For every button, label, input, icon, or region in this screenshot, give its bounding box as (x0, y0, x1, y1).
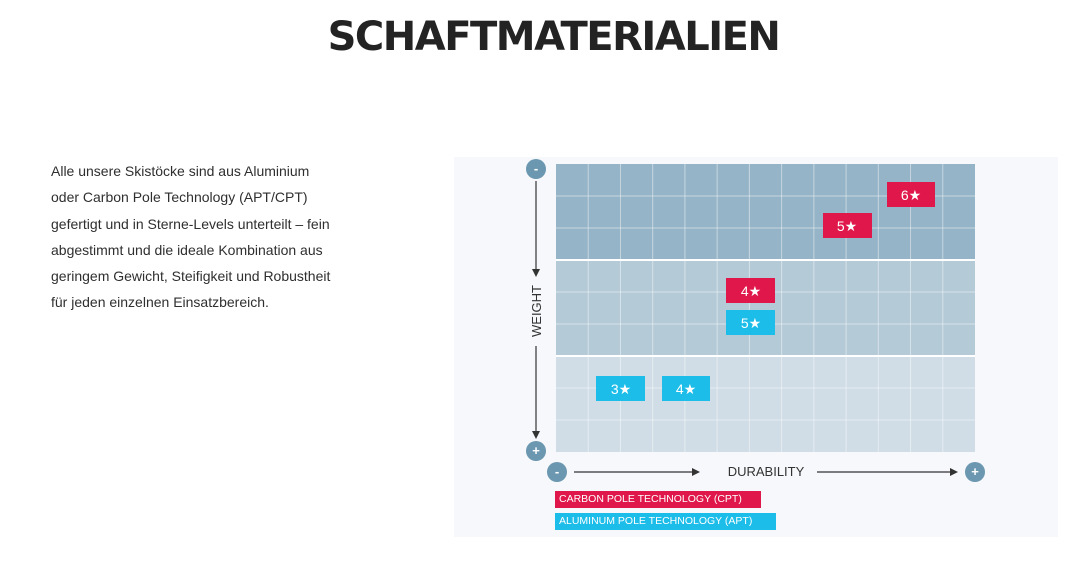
durability-minus-symbol: - (555, 464, 559, 479)
durability-axis-label: DURABILITY (728, 464, 805, 479)
badge-box (887, 182, 935, 207)
intro-line: geringem Gewicht, Steifigkeit und Robust… (51, 268, 331, 285)
weight-axis-label: WEIGHT (529, 285, 544, 337)
badge-label: 3★ (611, 381, 631, 397)
legend-cpt: CARBON POLE TECHNOLOGY (CPT) (555, 491, 761, 508)
durability-arrow-icon (692, 468, 700, 476)
weight-arrow-icon (532, 269, 540, 277)
weight-plus-symbol: + (532, 443, 540, 458)
badge-apt-5: 5★ (726, 310, 775, 335)
shaft-materials-figure: - WEIGHT + - DURABILITY + 6★ 5★ 4★ (454, 157, 1058, 537)
badge-label: 4★ (741, 283, 761, 299)
weight-band-high (556, 164, 975, 260)
legend-apt: ALUMINUM POLE TECHNOLOGY (APT) (555, 513, 776, 530)
intro-text: Alle unsere Skistöcke sind aus Aluminium… (51, 158, 381, 316)
weight-minus-symbol: - (534, 161, 538, 176)
badge-box (662, 376, 710, 401)
page-title: SCHAFTMATERIALIEN (327, 14, 781, 60)
legend-apt-label: ALUMINUM POLE TECHNOLOGY (APT) (559, 515, 753, 527)
badge-label: 5★ (837, 218, 857, 234)
weight-plus-icon (526, 441, 546, 461)
badge-cpt-6: 6★ (887, 182, 935, 207)
intro-line: für jeden einzelnen Einsatzbereich. (51, 294, 269, 311)
intro-line: Alle unsere Skistöcke sind aus Aluminium (51, 163, 310, 179)
durability-minus-icon (547, 462, 567, 482)
badge-box (726, 310, 775, 335)
badge-box (823, 213, 872, 238)
badge-label: 6★ (901, 187, 921, 203)
durability-plus-symbol: + (971, 464, 979, 479)
durability-arrow-icon (950, 468, 958, 476)
weight-arrow-icon (532, 431, 540, 439)
badge-cpt-5: 5★ (823, 213, 872, 238)
intro-line: oder Carbon Pole Technology (APT/CPT) (51, 189, 308, 206)
badge-box (726, 278, 775, 303)
weight-band-mid (556, 260, 975, 356)
material-matrix: - WEIGHT + - DURABILITY + 6★ 5★ 4★ (526, 159, 985, 482)
badge-apt-4: 4★ (662, 376, 710, 401)
badge-label: 4★ (676, 381, 696, 397)
badge-apt-3: 3★ (596, 376, 645, 401)
weight-band-low (556, 356, 975, 452)
badge-cpt-4: 4★ (726, 278, 775, 303)
badge-box (596, 376, 645, 401)
legend-cpt-label: CARBON POLE TECHNOLOGY (CPT) (559, 493, 742, 505)
intro-line: abgestimmt und die ideale Kombination au… (51, 241, 323, 258)
weight-minus-icon (526, 159, 546, 179)
intro-line: gefertigt und in Sterne-Levels unterteil… (51, 215, 330, 232)
badge-label: 5★ (741, 315, 761, 331)
durability-plus-icon (965, 462, 985, 482)
